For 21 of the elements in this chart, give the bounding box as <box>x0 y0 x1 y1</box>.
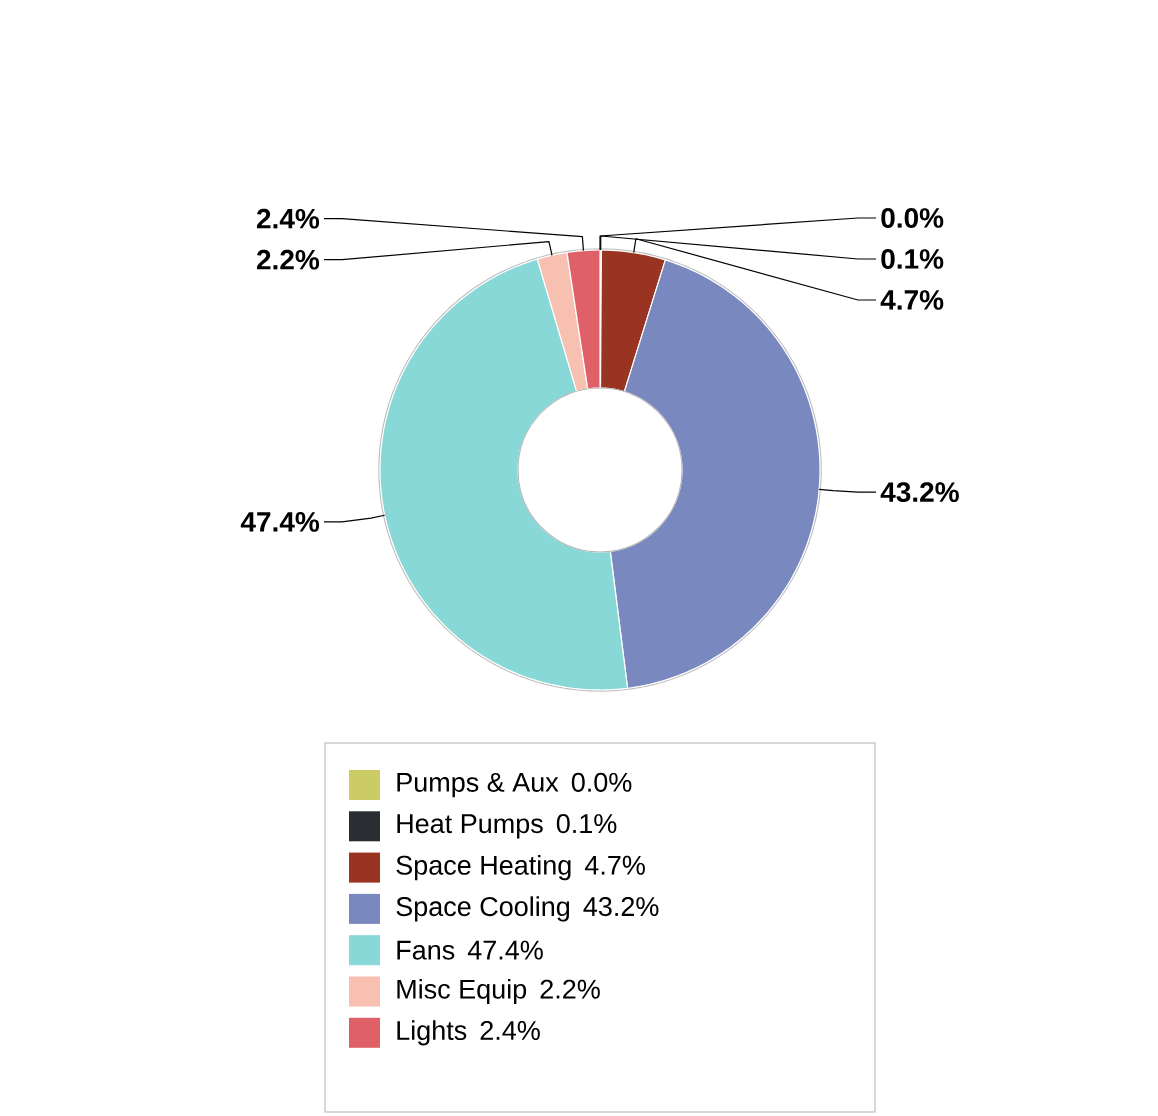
text: 0.0% <box>571 772 632 792</box>
text: 43.2% <box>583 897 659 917</box>
legend-label: Lights <box>397 1020 467 1046</box>
text: 0.1% <box>556 814 617 834</box>
legend-label: Space Cooling <box>396 896 570 922</box>
legend-label: Pumps & Aux <box>397 772 559 798</box>
data-label: 2.4% <box>256 208 320 229</box>
legend-label: Space Heating <box>396 855 571 881</box>
legend-label: Misc Equip <box>397 978 527 1005</box>
legend-label: Heat Pumps <box>397 814 543 839</box>
text: 0.0% <box>881 208 944 228</box>
data-label: 43.2% <box>880 482 959 503</box>
data-label: 2.2% <box>256 249 320 270</box>
text: 4.7% <box>584 855 645 875</box>
legend-label: Fans <box>397 940 455 960</box>
text: 47.4% <box>467 940 543 960</box>
data-label: 0.1% <box>881 249 944 269</box>
data-label: 4.7% <box>880 290 944 310</box>
data-label: 47.4% <box>240 512 320 532</box>
text: 2.2% <box>540 979 600 999</box>
text: 2.4% <box>480 1020 540 1040</box>
